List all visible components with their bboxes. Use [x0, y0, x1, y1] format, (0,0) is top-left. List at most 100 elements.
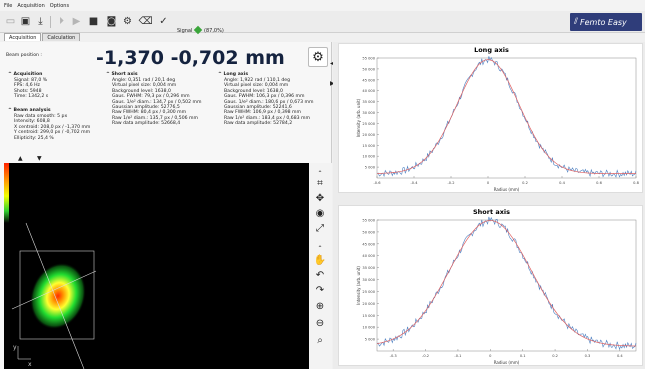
long-axis-line-8: Raw data amplitude: 52784,2 — [224, 121, 293, 127]
zoom-fit-icon[interactable]: ⌕ — [317, 335, 323, 346]
short-axis-chart-frame — [376, 219, 637, 352]
short-axis-line-4: Gaus. 1/e² diam.: 134,7 px / 0,502 mm — [112, 99, 202, 105]
download-icon[interactable]: ⤓ — [38, 15, 43, 27]
acquisition-line-2: Shots: 5948 — [14, 88, 42, 94]
open-folder-icon[interactable]: ▭ — [5, 15, 16, 27]
stop-icon[interactable]: ■ — [88, 15, 99, 27]
splitter-down-icon[interactable]: ▼ — [37, 155, 42, 162]
short-axis-chart-xtick-label: 0 — [489, 354, 492, 358]
tab-acquisition[interactable]: Acquisition — [4, 33, 42, 41]
menu-options[interactable]: Options — [49, 2, 70, 9]
beam-position-value: -1,370 -0,702 mm — [96, 47, 285, 69]
long-axis-chart-ytick-label: 15 000 — [362, 144, 375, 148]
long-axis-plot[interactable]: Long axis 5 000 10 000 15 000 20 000 25 000 30… — [338, 43, 643, 193]
short-axis-chart-xtick-label: 0.3 — [585, 354, 591, 358]
long-axis-chart-ytick-label: 30 000 — [362, 111, 375, 115]
long-axis-chart-xtick-label: 0.4 — [559, 181, 565, 185]
tab-calculation[interactable]: Calculation — [42, 33, 81, 41]
beam-analysis-line-0: Raw data smooth: 5 px — [14, 114, 68, 119]
roi-rectangle[interactable] — [19, 250, 95, 340]
signal-value: (87,0%) — [204, 28, 224, 34]
long-axis-chart-xtick-label: 0 — [487, 181, 490, 185]
zoom-in-icon[interactable]: ⊕ — [315, 301, 325, 312]
short-axis-line-6: Raw FWHM: 80,4 px / 0,300 mm — [112, 110, 187, 116]
move-icon[interactable]: ✥ — [315, 193, 325, 204]
beam-analysis-line-1: Intensity: 608,8 — [14, 119, 50, 125]
long-axis-chart-ytick-label: 10 000 — [362, 155, 375, 159]
beam-spot — [30, 262, 86, 330]
short-axis-chart-xtick-label: -0.1 — [454, 354, 461, 358]
menu-acquisition[interactable]: Acquisition — [17, 2, 45, 9]
long-axis-chart-xtick-label: -0.6 — [373, 181, 381, 185]
acquisition-section-title[interactable]: ^ Acquisition — [8, 72, 43, 77]
short-axis-chart-ytick-label: 10 000 — [362, 326, 375, 330]
long-axis-chart-ytick-label: 55 000 — [362, 57, 375, 61]
play-icon[interactable]: ▶ — [72, 15, 81, 27]
short-axis-chart-fit-series — [376, 220, 637, 347]
tab-bar: Acquisition Calculation — [0, 33, 645, 42]
camera-axis-y-label: y — [13, 344, 17, 351]
short-axis-plot[interactable]: Short axis 5 000 10 000 15 000 20 000 25 000 3… — [338, 205, 643, 366]
zoom-out-icon[interactable]: ⊖ — [315, 318, 325, 329]
long-axis-chart-ytick-label: 45 000 — [362, 78, 375, 82]
hand-pan-icon[interactable]: ✋ — [313, 255, 327, 266]
panel-collapse-left-icon[interactable]: ◀ — [330, 60, 335, 67]
position-settings-button[interactable]: ⚙ — [308, 47, 328, 67]
short-axis-chart-ytick-label: 25 000 — [362, 290, 375, 294]
crop-icon[interactable]: ⌗ — [317, 178, 323, 189]
short-axis-chart-ytick-label: 20 000 — [362, 302, 375, 306]
target-icon[interactable]: ◉ — [315, 208, 325, 219]
short-axis-chart-ytick-label: 30 000 — [362, 278, 375, 282]
long-axis-chart-xtick-label: -0.4 — [410, 181, 418, 185]
eraser-icon[interactable]: ⌫ — [138, 15, 153, 27]
collapse-up-icon-2[interactable]: ⌃ — [317, 245, 323, 252]
long-axis-line-0: Angle: 1,922 rad / 110,1 deg — [224, 78, 291, 83]
long-axis-chart-raw-series — [376, 56, 637, 178]
short-axis-chart-raw-series — [376, 216, 637, 350]
long-axis-chart: Long axis 5 000 10 000 15 000 20 000 25 000 30… — [356, 46, 640, 192]
long-axis-chart-ytick-label: 20 000 — [362, 133, 375, 137]
logo-mark-icon: ⫽ — [574, 17, 579, 27]
menu-file[interactable]: File — [4, 2, 13, 9]
long-axis-chart-ytick-label: 5 000 — [365, 166, 376, 170]
short-axis-line-7: Raw 1/e² diam.: 135,7 px / 0,506 mm — [112, 115, 198, 121]
long-axis-chart-title: Long axis — [474, 46, 509, 54]
short-axis-line-0: Angle: 0,351 rad / 20,1 deg — [112, 78, 176, 83]
undo-icon[interactable]: ↶ — [315, 270, 325, 281]
long-axis-line-2: Background level: 1638,0 — [224, 88, 283, 94]
settings-icon[interactable]: ⚙ — [123, 15, 132, 27]
beam-analysis-line-3: Y centroid: 299,0 px / -0,702 mm — [14, 130, 91, 136]
expand-icon[interactable]: ⤢ — [316, 223, 324, 234]
short-axis-chart-xtick-label: 0.2 — [552, 354, 558, 358]
short-axis-chart-xtick-label: 0.1 — [520, 354, 526, 358]
thumbs-up-icon[interactable]: ✓ — [159, 15, 168, 27]
panel-expand-right-icon[interactable]: ▶ — [330, 80, 335, 87]
save-icon[interactable]: ▣ — [20, 15, 31, 27]
acquisition-line-0: Signal: 87,0 % — [14, 78, 48, 83]
short-axis-chart-xtick-label: -0.3 — [390, 354, 397, 358]
short-axis-chart-ytick-label: 35 000 — [362, 266, 375, 270]
short-axis-chart-ytick-label: 40 000 — [362, 254, 375, 258]
long-axis-line-5: Gaussian amplitude: 52241,6 — [224, 105, 292, 110]
long-axis-chart-xlabel: Radius (mm) — [494, 187, 520, 192]
short-axis-chart-xtick-label: 0.4 — [617, 354, 623, 358]
splitter-up-icon[interactable]: ▲ — [18, 155, 23, 162]
short-axis-section-title[interactable]: ^ Short axis — [106, 72, 138, 77]
long-axis-chart-ylabel: Intensity (arb. unit) — [356, 98, 361, 137]
long-axis-chart-ytick-label: 25 000 — [362, 122, 375, 126]
long-axis-chart-fit-series — [376, 59, 636, 174]
collapse-up-icon[interactable]: ⌃ — [317, 170, 323, 177]
camera-view[interactable]: y x — [4, 163, 309, 369]
beam-analysis-section-title[interactable]: ^ Beam analysis — [8, 108, 51, 113]
acquisition-line-3: Time: 1342,2 s — [14, 94, 49, 100]
long-axis-chart-xtick-label: 0.8 — [633, 181, 639, 185]
toolbar: ▭ ▣ ⤓ ⏵ ▶ ■ ◙ ⚙ ⌫ ✓ Signal (87,0%) — [0, 11, 645, 35]
long-axis-section-title[interactable]: ^ Long axis — [218, 72, 249, 77]
long-axis-chart-xtick-label: -0.2 — [447, 181, 454, 185]
beam-analysis-line-4: Ellipticity: 25,4 % — [14, 135, 54, 141]
long-axis-line-6: Raw FWHM: 106,9 px / 0,398 mm — [224, 110, 302, 116]
redo-icon[interactable]: ↷ — [315, 285, 325, 296]
camera-icon[interactable]: ◙ — [106, 15, 117, 27]
short-axis-chart: Short axis 5 000 10 000 15 000 20 000 25 000 3… — [356, 208, 637, 365]
step-forward-icon[interactable]: ⏵ — [59, 15, 64, 27]
